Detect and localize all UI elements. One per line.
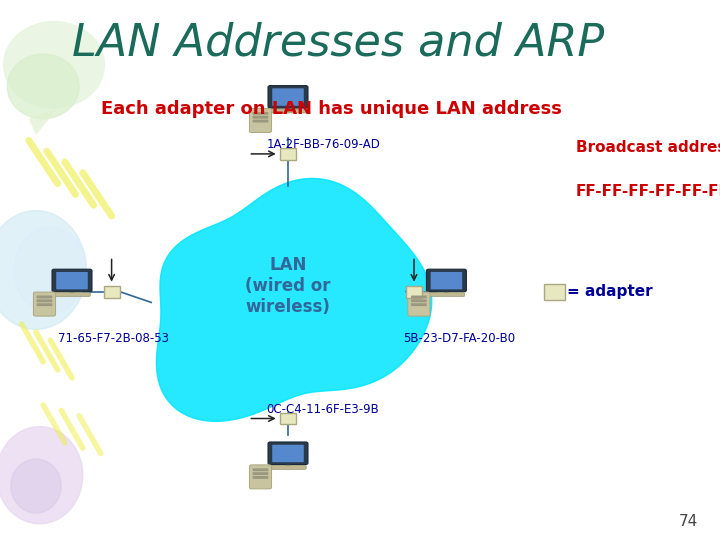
FancyBboxPatch shape <box>544 284 565 300</box>
FancyBboxPatch shape <box>272 445 304 462</box>
Text: FF-FF-FF-FF-FF-FF: FF-FF-FF-FF-FF-FF <box>576 184 720 199</box>
FancyBboxPatch shape <box>54 293 90 296</box>
Polygon shape <box>285 106 291 110</box>
Ellipse shape <box>4 22 104 108</box>
Polygon shape <box>156 178 432 421</box>
Ellipse shape <box>14 227 86 313</box>
FancyBboxPatch shape <box>56 272 88 289</box>
FancyBboxPatch shape <box>104 286 120 298</box>
FancyBboxPatch shape <box>253 112 269 115</box>
FancyBboxPatch shape <box>268 85 308 108</box>
FancyBboxPatch shape <box>253 472 269 475</box>
Text: Broadcast address =: Broadcast address = <box>576 140 720 156</box>
FancyBboxPatch shape <box>249 109 271 132</box>
FancyBboxPatch shape <box>272 89 304 106</box>
FancyBboxPatch shape <box>411 299 427 302</box>
Ellipse shape <box>11 459 61 513</box>
Polygon shape <box>444 290 449 294</box>
FancyBboxPatch shape <box>411 295 427 299</box>
Ellipse shape <box>0 427 83 524</box>
FancyBboxPatch shape <box>249 465 271 489</box>
FancyBboxPatch shape <box>406 286 422 298</box>
FancyBboxPatch shape <box>431 272 462 289</box>
FancyBboxPatch shape <box>408 292 430 316</box>
Text: = adapter: = adapter <box>567 284 653 299</box>
FancyBboxPatch shape <box>253 116 269 119</box>
Ellipse shape <box>0 211 86 329</box>
FancyBboxPatch shape <box>37 299 53 302</box>
Text: 1A-2F-BB-76-09-AD: 1A-2F-BB-76-09-AD <box>266 138 380 151</box>
FancyBboxPatch shape <box>37 295 53 299</box>
Text: LAN Addresses and ARP: LAN Addresses and ARP <box>72 22 604 65</box>
Text: LAN
(wired or
wireless): LAN (wired or wireless) <box>246 256 330 316</box>
FancyBboxPatch shape <box>280 413 296 424</box>
FancyBboxPatch shape <box>411 303 427 306</box>
FancyBboxPatch shape <box>270 109 306 113</box>
FancyBboxPatch shape <box>280 148 296 160</box>
Text: 74: 74 <box>679 514 698 529</box>
Text: 0C-C4-11-6F-E3-9B: 0C-C4-11-6F-E3-9B <box>266 403 379 416</box>
FancyBboxPatch shape <box>33 292 55 316</box>
FancyBboxPatch shape <box>428 293 464 296</box>
Polygon shape <box>285 463 291 467</box>
FancyBboxPatch shape <box>268 442 308 464</box>
FancyBboxPatch shape <box>253 468 269 471</box>
Polygon shape <box>69 290 75 294</box>
FancyBboxPatch shape <box>253 476 269 479</box>
FancyBboxPatch shape <box>270 465 306 469</box>
FancyBboxPatch shape <box>52 269 92 292</box>
Polygon shape <box>29 108 58 135</box>
Text: 5B-23-D7-FA-20-B0: 5B-23-D7-FA-20-B0 <box>403 332 516 345</box>
Text: 71-65-F7-2B-08-53: 71-65-F7-2B-08-53 <box>58 332 168 345</box>
FancyBboxPatch shape <box>253 120 269 123</box>
FancyBboxPatch shape <box>426 269 467 292</box>
Ellipse shape <box>7 54 79 119</box>
FancyBboxPatch shape <box>37 303 53 306</box>
Text: Each adapter on LAN has unique LAN address: Each adapter on LAN has unique LAN addre… <box>101 100 562 118</box>
